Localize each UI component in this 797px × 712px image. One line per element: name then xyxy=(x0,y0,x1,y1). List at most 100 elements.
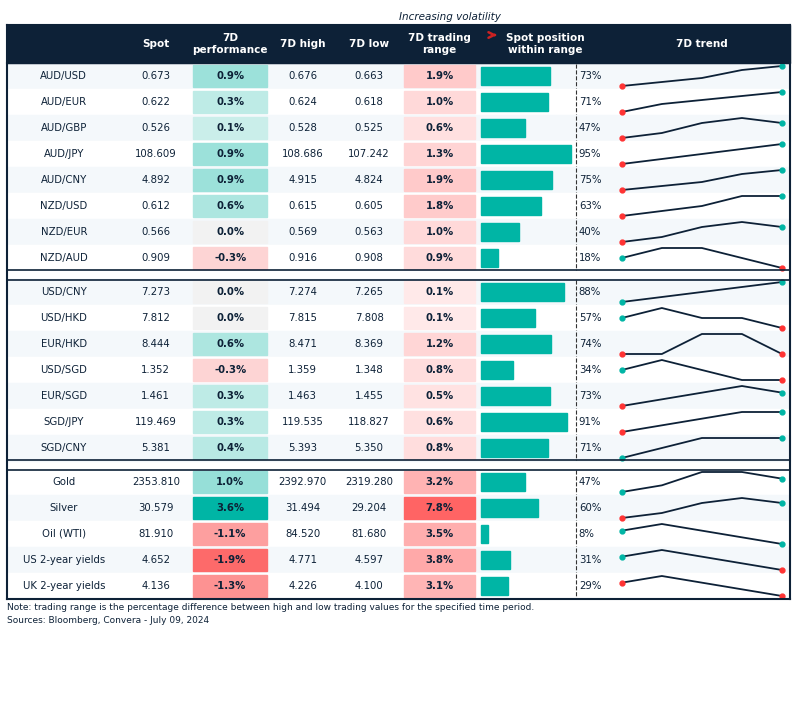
Text: 0.605: 0.605 xyxy=(355,201,383,211)
Bar xyxy=(193,307,267,329)
Text: 2353.810: 2353.810 xyxy=(132,477,180,487)
Bar xyxy=(7,357,790,383)
Text: 4.771: 4.771 xyxy=(288,555,317,565)
Text: 3.2%: 3.2% xyxy=(426,477,453,487)
Bar xyxy=(484,30,486,40)
Text: 8%: 8% xyxy=(579,529,595,539)
Bar xyxy=(424,30,426,40)
Bar xyxy=(7,409,790,435)
Text: 84.520: 84.520 xyxy=(285,529,320,539)
Text: 47%: 47% xyxy=(579,123,601,133)
Bar xyxy=(404,117,475,139)
Text: 0.663: 0.663 xyxy=(355,71,383,81)
Bar xyxy=(420,30,422,40)
Text: 0.0%: 0.0% xyxy=(216,227,244,237)
Text: 0.4%: 0.4% xyxy=(216,443,244,453)
Bar xyxy=(481,30,484,40)
Text: AUD/CNY: AUD/CNY xyxy=(41,175,87,185)
Bar xyxy=(481,473,525,491)
Text: Note: trading range is the percentage difference between high and low trading va: Note: trading range is the percentage di… xyxy=(7,603,534,612)
Bar xyxy=(7,167,790,193)
Text: 73%: 73% xyxy=(579,391,601,401)
Text: 88%: 88% xyxy=(579,287,601,297)
Bar xyxy=(404,497,475,519)
Bar xyxy=(481,145,571,163)
Bar xyxy=(404,247,475,269)
Text: 1.9%: 1.9% xyxy=(426,71,453,81)
Text: 0.673: 0.673 xyxy=(141,71,171,81)
Text: SGD/JPY: SGD/JPY xyxy=(44,417,84,427)
Bar xyxy=(404,359,475,381)
Bar xyxy=(404,143,475,165)
Text: 1.9%: 1.9% xyxy=(426,175,453,185)
Text: -0.3%: -0.3% xyxy=(214,365,246,375)
Text: 0.6%: 0.6% xyxy=(426,417,453,427)
Text: 81.910: 81.910 xyxy=(138,529,174,539)
Text: US 2-year yields: US 2-year yields xyxy=(22,555,105,565)
Bar xyxy=(193,359,267,381)
Bar xyxy=(463,30,465,40)
Bar xyxy=(481,171,552,189)
Bar xyxy=(481,335,551,353)
Bar xyxy=(489,30,492,40)
Bar xyxy=(7,25,790,63)
Text: -1.9%: -1.9% xyxy=(214,555,246,565)
Bar xyxy=(481,93,548,111)
Text: AUD/USD: AUD/USD xyxy=(41,71,87,81)
Text: 0.612: 0.612 xyxy=(141,201,171,211)
Text: 2392.970: 2392.970 xyxy=(278,477,327,487)
Bar xyxy=(481,577,508,595)
Bar xyxy=(422,30,425,40)
Text: 1.463: 1.463 xyxy=(289,391,317,401)
Bar xyxy=(479,30,482,40)
Text: EUR/SGD: EUR/SGD xyxy=(41,391,87,401)
Bar xyxy=(404,549,475,571)
Text: 29.204: 29.204 xyxy=(351,503,387,513)
Bar xyxy=(7,469,790,495)
Bar xyxy=(7,141,790,167)
Text: 4.226: 4.226 xyxy=(289,581,317,591)
Bar xyxy=(7,495,790,521)
Bar xyxy=(481,387,550,405)
Bar xyxy=(434,30,437,40)
Text: 8.369: 8.369 xyxy=(355,339,383,349)
Text: 0.0%: 0.0% xyxy=(216,313,244,323)
Bar xyxy=(7,89,790,115)
Text: 5.350: 5.350 xyxy=(355,443,383,453)
Bar xyxy=(193,333,267,355)
Text: 0.0%: 0.0% xyxy=(216,287,244,297)
Bar xyxy=(193,523,267,545)
Text: 95%: 95% xyxy=(579,149,601,159)
Text: 0.9%: 0.9% xyxy=(426,253,453,263)
Text: AUD/EUR: AUD/EUR xyxy=(41,97,87,107)
Bar xyxy=(7,547,790,573)
Text: AUD/GBP: AUD/GBP xyxy=(41,123,87,133)
Text: 60%: 60% xyxy=(579,503,601,513)
Text: 0.563: 0.563 xyxy=(355,227,383,237)
Text: 8.444: 8.444 xyxy=(141,339,170,349)
Bar xyxy=(193,247,267,269)
Text: 3.5%: 3.5% xyxy=(426,529,453,539)
Text: NZD/AUD: NZD/AUD xyxy=(40,253,88,263)
Text: 1.8%: 1.8% xyxy=(426,201,453,211)
Bar xyxy=(193,143,267,165)
Text: 0.8%: 0.8% xyxy=(426,365,453,375)
Text: 0.9%: 0.9% xyxy=(216,175,244,185)
Text: 118.827: 118.827 xyxy=(348,417,390,427)
Bar xyxy=(428,30,430,40)
Text: 57%: 57% xyxy=(579,313,601,323)
Text: 7.8%: 7.8% xyxy=(426,503,453,513)
Bar xyxy=(404,523,475,545)
Text: SGD/CNY: SGD/CNY xyxy=(41,443,87,453)
Text: 7.812: 7.812 xyxy=(141,313,171,323)
Text: 0.624: 0.624 xyxy=(289,97,317,107)
Text: 4.597: 4.597 xyxy=(355,555,383,565)
Bar xyxy=(404,65,475,87)
Bar xyxy=(404,575,475,597)
Bar xyxy=(193,169,267,191)
Bar xyxy=(193,411,267,433)
Text: 119.535: 119.535 xyxy=(281,417,324,427)
Bar xyxy=(404,437,475,459)
Text: 1.3%: 1.3% xyxy=(426,149,453,159)
Bar xyxy=(193,497,267,519)
